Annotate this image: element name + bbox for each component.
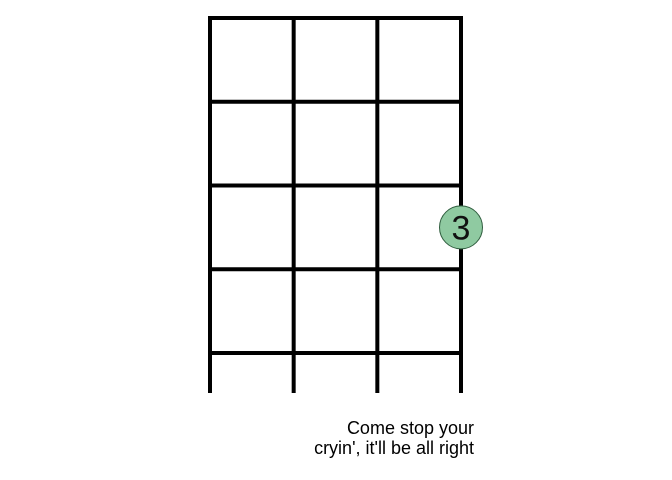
finger-dot [439,205,483,250]
lyric-text: Come stop your cryin', it'll be all righ… [314,418,474,458]
finger-positions: 3 [439,205,483,250]
finger-number-label: 3 [452,209,471,247]
fretboard-grid [208,16,463,393]
